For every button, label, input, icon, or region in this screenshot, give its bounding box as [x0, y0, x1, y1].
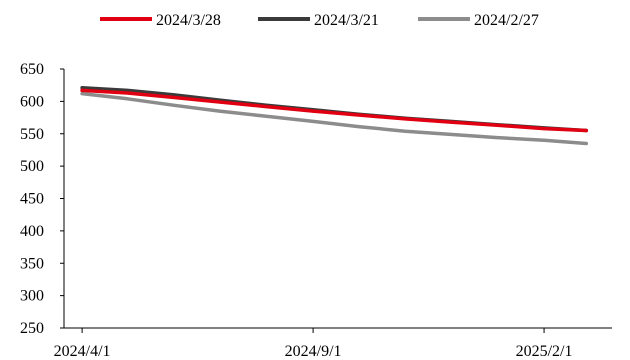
- y-tick-label: 450: [20, 191, 44, 208]
- axes: 250 300 350 400 450 500 550 600 650 2024/4/1 2024/…: [20, 61, 612, 360]
- y-tick-label: 250: [20, 320, 44, 337]
- y-tick-label: 300: [20, 288, 44, 305]
- series-line-1: [80, 88, 589, 133]
- y-tick-label: 600: [20, 93, 44, 110]
- y-tick-label: 400: [20, 223, 44, 240]
- plot-area: [80, 86, 589, 146]
- legend-label-2: 2024/3/21: [314, 12, 379, 29]
- y-tick-label: 550: [20, 126, 44, 143]
- y-tick-label: 350: [20, 255, 44, 272]
- x-tick-label: 2024/4/1: [54, 343, 111, 360]
- y-tick-label: 500: [20, 158, 44, 175]
- y-tick-label: 650: [20, 61, 44, 78]
- x-tick-label: 2024/9/1: [285, 343, 342, 360]
- x-tick-label: 2025/2/1: [516, 343, 573, 360]
- chart-legend: 2024/3/28 2024/3/21 2024/2/27: [100, 12, 539, 29]
- legend-label-1: 2024/3/28: [156, 12, 221, 29]
- series-line-3: [80, 91, 589, 146]
- legend-label-3: 2024/2/27: [474, 12, 539, 29]
